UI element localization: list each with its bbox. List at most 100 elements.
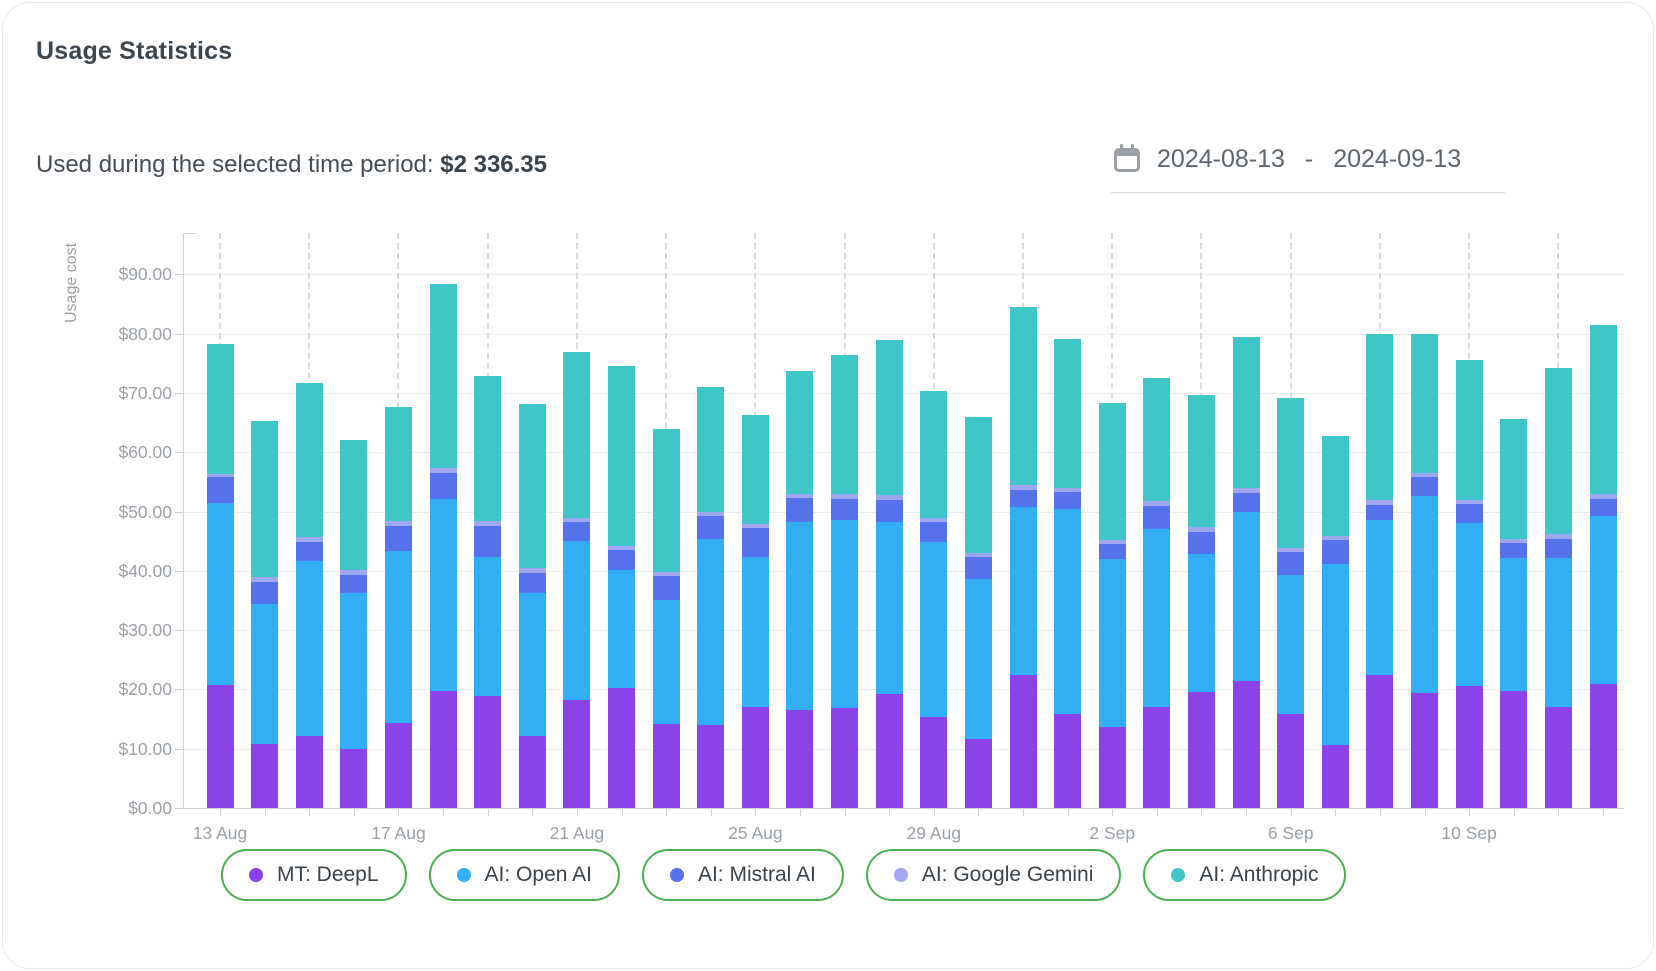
bar-segment-deepl[interactable] (429, 690, 457, 808)
bar-segment-open-ai[interactable] (1098, 559, 1126, 727)
bar-segment-mistral-ai[interactable] (563, 522, 591, 542)
bar-segment-anthropic[interactable] (741, 415, 769, 524)
bar-segment-google-gemini[interactable] (340, 569, 368, 576)
bar-segment-anthropic[interactable] (295, 383, 323, 538)
bar-segment-google-gemini[interactable] (1500, 538, 1528, 544)
bar-segment-mistral-ai[interactable] (429, 473, 457, 500)
bar-segment-deepl[interactable] (384, 723, 412, 808)
bar-segment-google-gemini[interactable] (1321, 535, 1349, 541)
bar-segment-anthropic[interactable] (1455, 359, 1483, 500)
bar-segment-open-ai[interactable] (608, 570, 636, 688)
bar-segment-deepl[interactable] (1098, 726, 1126, 808)
bar-segment-anthropic[interactable] (1232, 337, 1260, 488)
bar-segment-anthropic[interactable] (1054, 338, 1082, 488)
bar-segment-open-ai[interactable] (295, 560, 323, 736)
bar-20-aug[interactable] (518, 404, 546, 808)
bar-segment-mistral-ai[interactable] (474, 526, 502, 558)
bar-segment-mistral-ai[interactable] (652, 576, 680, 600)
bar-segment-anthropic[interactable] (920, 391, 948, 519)
bar-25-aug[interactable] (741, 415, 769, 808)
bar-17-aug[interactable] (384, 406, 412, 808)
bar-24-aug[interactable] (697, 386, 725, 808)
bar-segment-anthropic[interactable] (518, 404, 546, 568)
bar-segment-open-ai[interactable] (563, 541, 591, 701)
bar-segment-google-gemini[interactable] (384, 521, 412, 526)
bar-segment-anthropic[interactable] (875, 339, 903, 496)
bar-segment-mistral-ai[interactable] (1143, 505, 1171, 529)
bar-segment-open-ai[interactable] (1143, 528, 1171, 707)
bar-11-sep[interactable] (1500, 419, 1528, 808)
bar-segment-anthropic[interactable] (340, 439, 368, 570)
bar-segment-deepl[interactable] (608, 687, 636, 808)
legend-pill-mistral-ai[interactable]: AI: Mistral AI (641, 849, 844, 901)
bar-segment-anthropic[interactable] (1277, 397, 1305, 548)
bar-segment-open-ai[interactable] (1500, 557, 1528, 692)
bar-segment-deepl[interactable] (1366, 674, 1394, 808)
bar-5-sep[interactable] (1232, 337, 1260, 808)
bar-segment-mistral-ai[interactable] (1054, 492, 1082, 510)
bar-segment-mistral-ai[interactable] (206, 477, 234, 503)
bar-segment-open-ai[interactable] (964, 578, 992, 739)
bar-segment-open-ai[interactable] (384, 550, 412, 724)
bar-segment-google-gemini[interactable] (1232, 487, 1260, 493)
bar-segment-google-gemini[interactable] (251, 576, 279, 583)
bar-segment-open-ai[interactable] (1054, 509, 1082, 714)
bar-10-sep[interactable] (1455, 359, 1483, 808)
bar-4-sep[interactable] (1187, 395, 1215, 808)
bar-segment-anthropic[interactable] (1589, 324, 1617, 495)
bar-segment-deepl[interactable] (920, 716, 948, 808)
bar-segment-deepl[interactable] (697, 725, 725, 808)
bar-segment-deepl[interactable] (563, 700, 591, 808)
bar-segment-open-ai[interactable] (1277, 575, 1305, 714)
bar-2-sep[interactable] (1098, 403, 1126, 808)
bar-segment-mistral-ai[interactable] (1500, 543, 1528, 558)
bar-segment-deepl[interactable] (1232, 681, 1260, 808)
bar-segment-open-ai[interactable] (1544, 557, 1572, 708)
bar-segment-anthropic[interactable] (206, 343, 234, 474)
bar-segment-google-gemini[interactable] (1143, 500, 1171, 506)
date-range-start[interactable]: 2024-08-13 (1157, 144, 1285, 173)
bar-segment-google-gemini[interactable] (563, 518, 591, 523)
bar-segment-mistral-ai[interactable] (295, 542, 323, 561)
bar-26-aug[interactable] (786, 370, 814, 808)
bar-segment-mistral-ai[interactable] (875, 500, 903, 523)
bar-segment-anthropic[interactable] (563, 352, 591, 519)
bar-segment-deepl[interactable] (831, 708, 859, 808)
bar-14-aug[interactable] (251, 420, 279, 808)
bar-segment-open-ai[interactable] (1455, 523, 1483, 687)
bar-segment-mistral-ai[interactable] (1098, 543, 1126, 560)
bar-segment-google-gemini[interactable] (786, 493, 814, 498)
legend-pill-anthropic[interactable]: AI: Anthropic (1143, 849, 1347, 901)
bar-segment-open-ai[interactable] (697, 539, 725, 726)
bar-segment-google-gemini[interactable] (1054, 487, 1082, 493)
bar-segment-mistral-ai[interactable] (608, 550, 636, 571)
bar-segment-google-gemini[interactable] (1098, 539, 1126, 544)
bar-28-aug[interactable] (875, 339, 903, 808)
bar-31-aug[interactable] (1009, 307, 1037, 808)
bar-27-aug[interactable] (831, 354, 859, 808)
bar-13-sep[interactable] (1589, 324, 1617, 808)
bar-segment-deepl[interactable] (1589, 683, 1617, 808)
bar-segment-open-ai[interactable] (831, 519, 859, 709)
bar-segment-deepl[interactable] (206, 685, 234, 808)
bar-segment-google-gemini[interactable] (474, 521, 502, 527)
bar-segment-deepl[interactable] (1187, 692, 1215, 808)
bar-segment-mistral-ai[interactable] (251, 582, 279, 605)
bar-16-aug[interactable] (340, 439, 368, 808)
bar-segment-open-ai[interactable] (1009, 507, 1037, 676)
bar-segment-mistral-ai[interactable] (1277, 551, 1305, 576)
bar-segment-mistral-ai[interactable] (697, 516, 725, 540)
bar-segment-anthropic[interactable] (964, 417, 992, 554)
date-range-picker[interactable]: 2024-08-13 - 2024-09-13 (1111, 143, 1505, 193)
bar-13-aug[interactable] (206, 343, 234, 808)
bar-segment-anthropic[interactable] (831, 354, 859, 494)
bar-segment-open-ai[interactable] (786, 521, 814, 710)
bar-segment-google-gemini[interactable] (875, 495, 903, 501)
bar-9-sep[interactable] (1411, 333, 1439, 808)
bar-segment-mistral-ai[interactable] (1411, 477, 1439, 497)
bar-segment-deepl[interactable] (1411, 693, 1439, 808)
bar-segment-mistral-ai[interactable] (1589, 499, 1617, 516)
bar-segment-deepl[interactable] (1143, 706, 1171, 808)
bar-segment-deepl[interactable] (1054, 713, 1082, 808)
bar-segment-deepl[interactable] (1455, 686, 1483, 808)
